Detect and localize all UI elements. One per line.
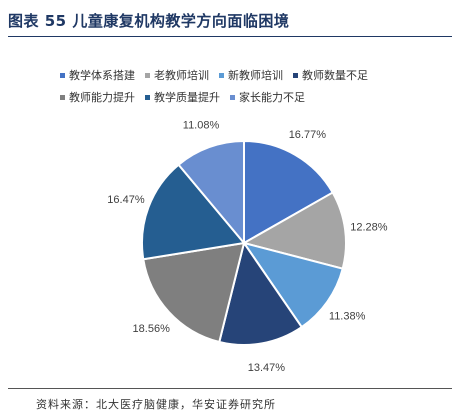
slice-label: 16.47% (107, 194, 145, 206)
pie-slice (141, 163, 246, 261)
legend-label: 教师能力提升 (69, 91, 135, 104)
pie-slice (241, 241, 344, 329)
slice-label: 13.47% (248, 362, 286, 374)
legend-item: 教师数量不足 (293, 67, 368, 83)
legend: 教学体系搭建 老教师培训 新教师培训 教师数量不足 教师能力提升 教学质量提升 … (60, 64, 420, 108)
legend-swatch (60, 72, 65, 78)
legend-row-1: 教学体系搭建 老教师培训 新教师培训 教师数量不足 (60, 64, 420, 86)
legend-label: 教学质量提升 (154, 91, 220, 104)
source-note: 资料来源：北大医疗脑健康，华安证券研究所 (36, 398, 276, 411)
legend-swatch (293, 72, 298, 78)
legend-label: 家长能力不足 (239, 91, 305, 104)
legend-item: 家长能力不足 (230, 89, 305, 105)
slice-labels: 16.77% 12.28% 11.38% 13.47% 18.56% 16.47% 11.0… (107, 120, 387, 374)
legend-swatch (230, 94, 235, 100)
slice-label: 18.56% (133, 323, 171, 335)
slice-label: 11.08% (183, 120, 220, 132)
legend-label: 教师数量不足 (302, 69, 368, 82)
legend-swatch (219, 72, 224, 78)
pie-slice (241, 191, 347, 270)
footer-divider (8, 388, 452, 389)
legend-item: 新教师培训 (219, 67, 283, 83)
legend-swatch (145, 72, 150, 78)
legend-item: 教学质量提升 (145, 89, 220, 105)
legend-item: 老教师培训 (145, 67, 209, 83)
pie-slice (142, 241, 246, 344)
legend-swatch (145, 94, 150, 100)
legend-label: 教学体系搭建 (69, 69, 135, 82)
pie-slices (141, 139, 347, 346)
title-bar: 图表 55 儿童康复机构教学方向面临困境 (8, 10, 452, 37)
slice-label: 16.77% (289, 129, 327, 141)
legend-item: 教师能力提升 (60, 89, 135, 105)
legend-item: 教学体系搭建 (60, 67, 135, 83)
pie-slice (218, 240, 304, 346)
pie-slice (243, 139, 335, 245)
slice-label: 11.38% (329, 310, 366, 322)
slice-label: 12.28% (350, 221, 388, 233)
legend-label: 老教师培训 (154, 69, 209, 82)
legend-swatch (60, 94, 65, 100)
legend-label: 新教师培训 (228, 69, 283, 82)
legend-row-2: 教师能力提升 教学质量提升 家长能力不足 (60, 86, 420, 108)
chart-title: 图表 55 儿童康复机构教学方向面临困境 (8, 12, 290, 30)
pie-slice (177, 139, 245, 246)
